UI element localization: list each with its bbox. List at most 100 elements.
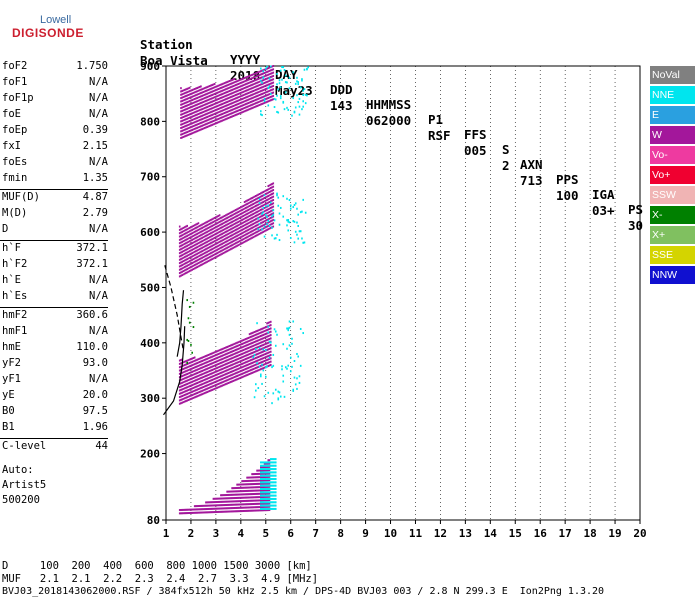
echo-point xyxy=(213,226,216,229)
param-row: fmin 1.35 xyxy=(2,172,108,188)
echo-point xyxy=(238,360,241,363)
y-tick-label: 600 xyxy=(140,226,160,239)
echo-point xyxy=(212,257,215,260)
echo-point xyxy=(266,345,268,348)
echo-point xyxy=(228,354,231,357)
echo-point xyxy=(233,229,236,232)
echo-point xyxy=(250,359,252,362)
echo-point xyxy=(213,82,216,85)
echo-point xyxy=(248,208,251,211)
echo-point xyxy=(208,356,211,359)
echo-point xyxy=(233,232,236,235)
echo-point xyxy=(216,118,218,121)
echo-point xyxy=(243,227,246,230)
echo-point xyxy=(238,496,241,499)
echo-point xyxy=(208,124,211,127)
echo-point xyxy=(262,466,265,469)
echo-point xyxy=(258,345,261,348)
echo-point xyxy=(228,212,231,215)
echo-point xyxy=(261,492,263,495)
echo-point xyxy=(267,491,270,494)
echo-point xyxy=(269,360,272,363)
echo-point xyxy=(201,111,203,114)
echo-point xyxy=(201,124,203,127)
echo-point xyxy=(182,246,185,249)
echo-point xyxy=(180,248,182,251)
echo-point xyxy=(238,112,241,115)
echo-point xyxy=(276,72,278,75)
echo-point xyxy=(193,114,196,117)
param-value: N/A xyxy=(89,223,108,235)
echo-point xyxy=(211,375,213,378)
echo-point xyxy=(203,255,206,258)
echo-point xyxy=(196,259,198,262)
echo-point xyxy=(271,193,273,196)
echo-point xyxy=(208,236,211,239)
echo-point xyxy=(251,499,253,502)
echo-point xyxy=(202,87,205,90)
echo-point xyxy=(264,205,267,208)
echo-point xyxy=(237,227,240,230)
echo-point xyxy=(246,102,248,105)
echo-point xyxy=(212,361,215,364)
echo-point xyxy=(240,483,242,486)
echo-point xyxy=(238,500,241,503)
echo-point xyxy=(256,359,258,362)
echo-point xyxy=(231,88,233,91)
echo-point xyxy=(241,503,243,506)
echo-point xyxy=(208,511,211,514)
echo-point xyxy=(225,108,227,111)
echo-point xyxy=(206,254,208,257)
echo-point xyxy=(180,228,182,231)
echo-point xyxy=(197,391,200,394)
param-value: N/A xyxy=(89,325,108,337)
echo-point xyxy=(257,469,260,472)
echo-point xyxy=(247,370,250,373)
echo-point xyxy=(230,106,232,109)
echo-point xyxy=(212,227,215,230)
echo-point xyxy=(218,504,221,507)
echo-point xyxy=(207,236,210,239)
echo-point xyxy=(221,384,223,387)
echo-point xyxy=(247,208,250,211)
echo-point xyxy=(210,379,212,382)
echo-point xyxy=(222,510,225,513)
echo-point xyxy=(182,260,185,263)
echo-point xyxy=(276,333,278,336)
echo-point xyxy=(252,219,255,222)
echo-point xyxy=(195,110,197,113)
echo-point xyxy=(220,220,222,223)
echo-point xyxy=(263,216,266,219)
echo-point xyxy=(210,228,212,231)
echo-point xyxy=(223,500,226,503)
echo-point xyxy=(256,499,258,502)
echo-point xyxy=(190,106,192,109)
echo-point xyxy=(287,364,290,367)
echo-point xyxy=(261,468,263,471)
echo-point xyxy=(227,212,230,215)
echo-point xyxy=(230,86,232,89)
echo-point xyxy=(268,475,271,478)
echo-point xyxy=(210,225,212,228)
echo-point xyxy=(213,253,216,256)
echo-point xyxy=(180,508,182,511)
echo-point xyxy=(210,501,212,504)
echo-point xyxy=(233,510,236,513)
echo-point xyxy=(186,392,189,395)
echo-point xyxy=(263,235,266,238)
echo-point xyxy=(228,507,231,510)
echo-point xyxy=(227,382,230,385)
echo-point xyxy=(186,94,189,97)
echo-point xyxy=(206,106,208,109)
echo-point xyxy=(257,329,260,332)
echo-point xyxy=(238,230,241,233)
echo-point xyxy=(210,386,212,389)
echo-point xyxy=(255,198,257,201)
echo-point xyxy=(261,191,263,194)
echo-point xyxy=(226,114,228,117)
echo-point xyxy=(187,372,190,375)
echo-point xyxy=(267,365,270,368)
echo-point xyxy=(187,254,190,257)
echo-point xyxy=(269,183,272,186)
echo-point xyxy=(232,487,235,490)
